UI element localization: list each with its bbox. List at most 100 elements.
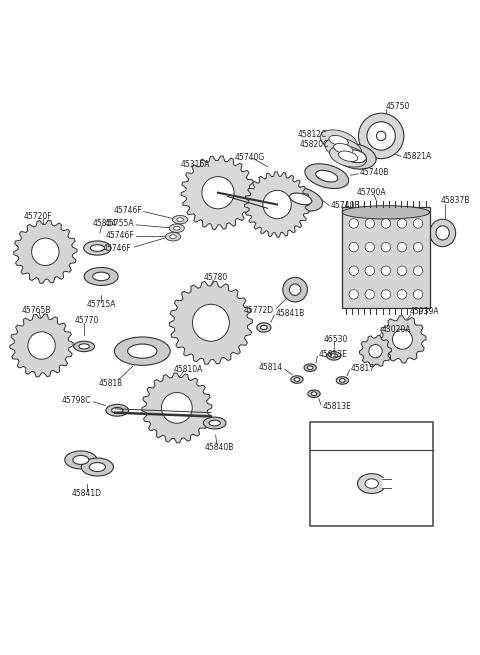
Ellipse shape bbox=[344, 150, 366, 162]
Circle shape bbox=[413, 242, 423, 252]
Circle shape bbox=[365, 266, 374, 276]
Circle shape bbox=[381, 266, 391, 276]
Circle shape bbox=[365, 242, 374, 252]
Ellipse shape bbox=[169, 224, 184, 233]
Ellipse shape bbox=[279, 187, 323, 212]
Ellipse shape bbox=[336, 377, 348, 384]
Ellipse shape bbox=[365, 479, 378, 489]
Text: 45790A: 45790A bbox=[357, 188, 386, 197]
Circle shape bbox=[397, 266, 407, 276]
Ellipse shape bbox=[106, 404, 129, 416]
Bar bbox=[310, 422, 433, 526]
Text: 45840B: 45840B bbox=[204, 443, 234, 452]
Circle shape bbox=[413, 266, 423, 276]
Ellipse shape bbox=[89, 462, 106, 472]
Text: 45750: 45750 bbox=[386, 102, 410, 111]
Circle shape bbox=[192, 305, 229, 341]
Ellipse shape bbox=[204, 417, 226, 429]
Polygon shape bbox=[142, 373, 212, 443]
Ellipse shape bbox=[342, 206, 430, 219]
Text: 45740G: 45740G bbox=[235, 153, 265, 162]
Ellipse shape bbox=[257, 323, 271, 332]
Ellipse shape bbox=[93, 272, 109, 281]
Ellipse shape bbox=[111, 407, 123, 413]
Circle shape bbox=[367, 122, 396, 150]
Text: 45740B: 45740B bbox=[360, 168, 389, 177]
Text: 45814: 45814 bbox=[259, 364, 283, 372]
Ellipse shape bbox=[330, 354, 337, 358]
Text: 45778: 45778 bbox=[359, 432, 385, 441]
Polygon shape bbox=[10, 314, 73, 377]
Text: 46530: 46530 bbox=[324, 335, 348, 344]
Ellipse shape bbox=[325, 138, 362, 159]
Circle shape bbox=[365, 290, 374, 299]
Text: 45316A: 45316A bbox=[180, 160, 210, 169]
Circle shape bbox=[349, 266, 359, 276]
Circle shape bbox=[397, 290, 407, 299]
Text: 45746F: 45746F bbox=[114, 206, 142, 215]
Ellipse shape bbox=[305, 164, 348, 189]
Text: 45854: 45854 bbox=[92, 219, 117, 228]
Circle shape bbox=[289, 284, 301, 295]
Circle shape bbox=[349, 219, 359, 228]
Polygon shape bbox=[360, 335, 392, 367]
Text: 45939A: 45939A bbox=[409, 307, 439, 316]
Text: 45746F: 45746F bbox=[106, 231, 134, 240]
Circle shape bbox=[413, 290, 423, 299]
Circle shape bbox=[32, 238, 59, 265]
Ellipse shape bbox=[320, 130, 357, 151]
Text: 45837B: 45837B bbox=[440, 196, 469, 205]
Text: 45780: 45780 bbox=[204, 273, 228, 282]
Ellipse shape bbox=[173, 226, 180, 230]
Ellipse shape bbox=[84, 267, 118, 286]
Text: 45813E: 45813E bbox=[323, 402, 351, 411]
Ellipse shape bbox=[173, 215, 188, 224]
Ellipse shape bbox=[81, 458, 113, 476]
Text: 45740B: 45740B bbox=[331, 201, 360, 210]
Ellipse shape bbox=[307, 365, 313, 369]
Circle shape bbox=[393, 329, 412, 349]
Ellipse shape bbox=[291, 376, 303, 383]
Text: 45765B: 45765B bbox=[21, 305, 50, 314]
Text: 45812C: 45812C bbox=[298, 130, 327, 139]
Ellipse shape bbox=[308, 390, 320, 398]
Ellipse shape bbox=[79, 344, 89, 349]
Polygon shape bbox=[379, 316, 426, 363]
Ellipse shape bbox=[166, 233, 180, 241]
Ellipse shape bbox=[73, 455, 89, 464]
Polygon shape bbox=[169, 281, 252, 364]
Ellipse shape bbox=[334, 143, 376, 169]
Text: 45821A: 45821A bbox=[402, 152, 432, 160]
Ellipse shape bbox=[65, 451, 97, 469]
Ellipse shape bbox=[327, 352, 341, 360]
Circle shape bbox=[413, 219, 423, 228]
Ellipse shape bbox=[436, 226, 449, 240]
Text: 45772D: 45772D bbox=[244, 307, 274, 316]
Circle shape bbox=[359, 113, 404, 159]
Polygon shape bbox=[244, 172, 310, 237]
Circle shape bbox=[397, 242, 407, 252]
Ellipse shape bbox=[316, 170, 338, 182]
Ellipse shape bbox=[330, 145, 367, 167]
Circle shape bbox=[365, 219, 374, 228]
Text: 45720F: 45720F bbox=[24, 212, 53, 221]
Circle shape bbox=[371, 126, 392, 146]
Ellipse shape bbox=[209, 421, 220, 426]
Circle shape bbox=[161, 392, 192, 423]
Ellipse shape bbox=[170, 234, 176, 238]
Circle shape bbox=[381, 242, 391, 252]
Ellipse shape bbox=[290, 193, 312, 204]
Circle shape bbox=[381, 219, 391, 228]
Text: 45820C: 45820C bbox=[300, 140, 329, 149]
Circle shape bbox=[283, 277, 307, 302]
Ellipse shape bbox=[294, 378, 300, 381]
Text: 45746F: 45746F bbox=[103, 244, 132, 253]
Text: 45810A: 45810A bbox=[174, 365, 204, 373]
Polygon shape bbox=[13, 220, 77, 284]
Circle shape bbox=[349, 242, 359, 252]
Ellipse shape bbox=[261, 326, 267, 329]
Text: 45841D: 45841D bbox=[72, 489, 102, 498]
Text: 45818: 45818 bbox=[98, 379, 122, 388]
Circle shape bbox=[202, 177, 234, 209]
Ellipse shape bbox=[334, 143, 353, 154]
